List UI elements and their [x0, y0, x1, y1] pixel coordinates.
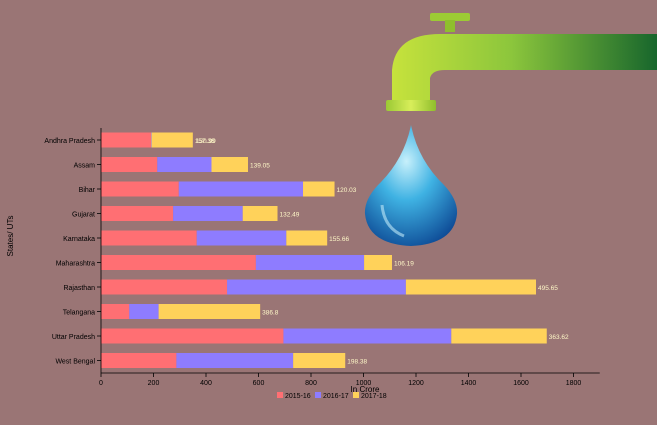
y-tick-label: Maharashtra	[56, 261, 95, 268]
data-label: 139.05	[250, 163, 270, 170]
bar-2017-18	[303, 181, 335, 197]
y-tick-label: Bihar	[79, 187, 96, 194]
data-label: 495.65	[538, 285, 558, 292]
legend-label: 2016-17	[323, 393, 349, 400]
tap-pipe	[392, 34, 657, 104]
x-tick-label: 1600	[513, 380, 529, 387]
bar-2017-18	[286, 230, 328, 246]
axes-layer: Andhra Pradesh Assam Bihar Gujarat Karnataka…	[44, 128, 600, 387]
bar-2017-18	[158, 304, 261, 319]
bar-2015-16	[101, 157, 158, 172]
data-label: 363.62	[549, 334, 569, 341]
x-tick-label: 600	[253, 380, 265, 387]
legend-swatch	[277, 392, 283, 398]
data-label: 198.38	[347, 359, 367, 366]
data-label-total: 130.99	[196, 138, 216, 145]
legend-swatch	[353, 392, 359, 398]
bar-2015-16	[101, 304, 130, 319]
y-tick-label: Andhra Pradesh	[44, 138, 95, 145]
tap-stem	[445, 20, 455, 32]
bar-2016-17	[227, 279, 406, 295]
y-tick-label: Telangana	[63, 310, 95, 317]
tap-handle	[430, 13, 470, 21]
bar-2016-17	[151, 132, 152, 148]
y-tick-label: West Bengal	[55, 359, 95, 366]
bar-2017-18	[405, 279, 536, 295]
bar-2016-17	[255, 255, 365, 270]
data-label: 132.49	[280, 212, 300, 219]
legend-swatch	[315, 392, 321, 398]
x-tick-label: 1000	[356, 380, 372, 387]
bar-2016-17	[178, 181, 304, 197]
bar-2015-16	[101, 132, 152, 148]
x-tick-label: 1800	[566, 380, 582, 387]
x-tick-label: 1400	[461, 380, 477, 387]
bar-2016-17	[176, 353, 294, 368]
y-tick-label: Gujarat	[72, 212, 95, 219]
legend-label: 2017-18	[361, 393, 387, 400]
bar-2016-17	[196, 230, 287, 246]
bar-2017-18	[364, 255, 392, 270]
bar-2015-16	[101, 181, 179, 197]
x-tick-label: 800	[305, 380, 317, 387]
y-tick-label: Karnataka	[63, 236, 95, 243]
bar-2017-18	[293, 353, 346, 368]
bar-2017-18	[151, 132, 193, 148]
bar-2015-16	[101, 279, 228, 295]
data-label: 386.8	[262, 310, 279, 317]
x-tick-label: 200	[148, 380, 160, 387]
data-label: 157.38	[195, 138, 215, 145]
bar-2016-17	[283, 328, 452, 344]
bar-2015-16	[101, 230, 197, 246]
bar-2015-16	[101, 255, 256, 270]
y-tick-label: Assam	[74, 163, 96, 170]
bar-2016-17	[129, 304, 159, 319]
data-label: 106.19	[394, 261, 414, 268]
data-label: 120.03	[337, 187, 357, 194]
bar-2015-16	[101, 328, 284, 344]
y-tick-label: Rajasthan	[63, 285, 95, 292]
tap-nozzle	[386, 100, 436, 111]
bars-layer: 190.8157.38130.99214.3206.61139.05296.35…	[101, 132, 569, 368]
y-tick-label: Uttar Pradesh	[52, 334, 95, 341]
bar-2017-18	[211, 157, 248, 172]
bar-2016-17	[157, 157, 212, 172]
legend-label: 2015-16	[285, 393, 311, 400]
tap-illustration	[386, 13, 657, 111]
y-axis-label: States/ UTs	[6, 216, 15, 257]
bar-2017-18	[242, 206, 278, 221]
bar-2016-17	[173, 206, 243, 221]
legend: 2015-16 2016-17 2017-18	[277, 392, 387, 400]
x-tick-label: 1200	[408, 380, 424, 387]
water-drop-icon	[364, 125, 458, 246]
x-tick-label: 400	[200, 380, 212, 387]
bar-2015-16	[101, 206, 174, 221]
bar-2017-18	[451, 328, 547, 344]
x-axis-label: In Crore	[351, 385, 380, 394]
data-label: 155.66	[329, 236, 349, 243]
bar-2015-16	[101, 353, 177, 368]
x-tick-label: 0	[99, 380, 103, 387]
